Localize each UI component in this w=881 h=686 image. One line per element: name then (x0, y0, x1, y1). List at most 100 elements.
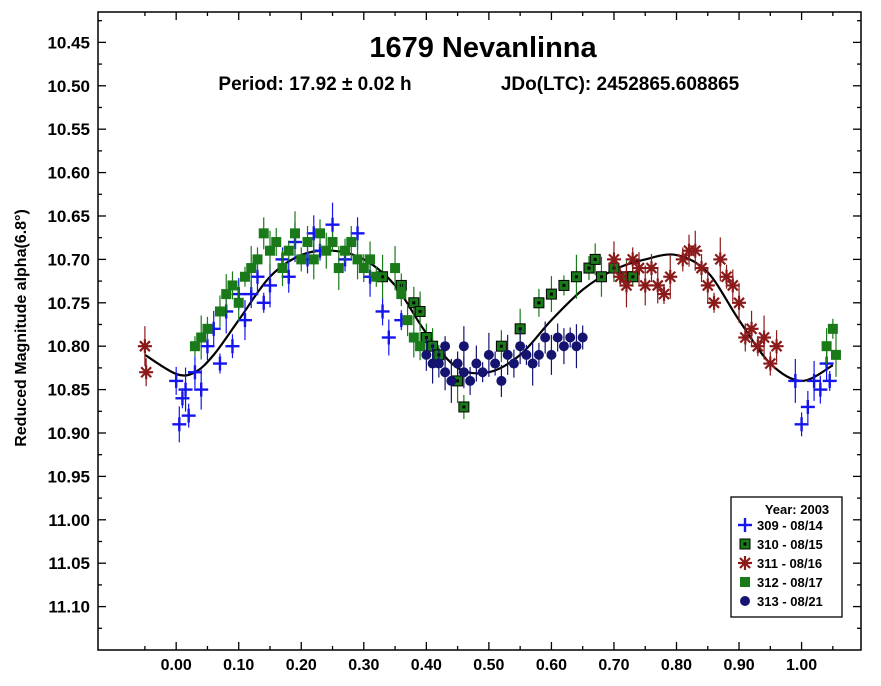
data-point (663, 269, 678, 284)
y-tick-label: 10.65 (47, 207, 90, 226)
y-tick-label: 10.85 (47, 381, 90, 400)
data-point (763, 356, 778, 371)
series-5 (421, 321, 588, 403)
data-point (283, 245, 294, 256)
data-point (589, 253, 601, 265)
data-point (194, 382, 209, 397)
data-point (340, 245, 351, 256)
y-tick-label: 10.70 (47, 250, 90, 269)
y-tick-label: 10.45 (47, 33, 90, 52)
data-point (452, 358, 463, 369)
x-tick-label: 0.90 (723, 657, 754, 674)
y-tick-label: 10.50 (47, 77, 90, 96)
data-point (271, 237, 282, 248)
data-point (732, 295, 747, 310)
data-point (421, 349, 432, 360)
chart-subtitle-epoch: JDo(LTC): 2452865.608865 (501, 74, 740, 95)
data-point (396, 289, 407, 300)
data-point (258, 228, 269, 239)
x-tick-label: 0.40 (411, 657, 442, 674)
data-point (571, 341, 582, 352)
data-point (212, 356, 227, 371)
data-point (558, 341, 569, 352)
data-point (688, 243, 703, 258)
data-point (250, 269, 265, 284)
data-point (308, 254, 319, 265)
data-point (694, 261, 709, 276)
legend-marker-2 (739, 538, 751, 550)
data-point (813, 382, 828, 397)
y-tick-label: 10.80 (47, 337, 90, 356)
data-point (546, 349, 557, 360)
data-point (508, 358, 519, 369)
y-tick-label: 11.00 (48, 511, 90, 530)
data-point (214, 306, 225, 317)
legend-label-3: 311 - 08/16 (757, 556, 822, 571)
x-tick-label: 0.10 (223, 657, 254, 674)
data-point (750, 339, 765, 354)
data-point (233, 297, 244, 308)
data-point (281, 269, 296, 284)
data-point (533, 297, 545, 309)
y-tick-label: 10.90 (47, 424, 90, 443)
data-point (606, 252, 621, 267)
data-point (558, 279, 570, 291)
data-point (540, 332, 551, 343)
data-point (465, 375, 476, 386)
data-point (227, 280, 238, 291)
data-point (381, 330, 396, 345)
data-point (644, 261, 659, 276)
y-tick-label: 10.55 (47, 120, 90, 139)
data-point (458, 367, 469, 378)
data-point (515, 341, 526, 352)
legend-marker-3 (738, 556, 752, 570)
legend-box (730, 496, 843, 618)
data-point (502, 349, 513, 360)
data-point (656, 287, 671, 302)
data-point (440, 367, 451, 378)
data-point (189, 341, 200, 352)
data-point (477, 367, 488, 378)
legend-marker-5 (740, 596, 750, 606)
data-point (496, 375, 507, 386)
data-point (807, 373, 822, 388)
data-point (757, 330, 772, 345)
data-point (533, 349, 544, 360)
data-point (744, 321, 759, 336)
data-point (402, 315, 413, 326)
data-point (738, 330, 753, 345)
data-point (830, 349, 841, 360)
legend-label-1: 309 - 08/14 (757, 518, 824, 533)
data-point (414, 305, 426, 317)
series-4 (189, 211, 841, 377)
x-tick-label: 0.80 (661, 657, 692, 674)
chart-subtitle-period: Period: 17.92 ± 0.02 h (218, 74, 411, 95)
data-point (256, 295, 271, 310)
data-point (794, 417, 809, 432)
data-point (302, 237, 313, 248)
data-point (650, 278, 665, 293)
x-tick-label: 0.00 (161, 657, 192, 674)
chart-title: 1679 Nevanlinna (369, 32, 597, 64)
data-point (707, 295, 722, 310)
data-point (352, 254, 363, 265)
data-point (627, 271, 639, 283)
y-tick-label: 11.10 (48, 598, 90, 617)
data-point (178, 382, 193, 397)
data-point (565, 332, 576, 343)
data-point (237, 313, 252, 328)
data-point (239, 271, 250, 282)
data-point (638, 278, 653, 293)
y-tick-label: 10.75 (47, 294, 90, 313)
data-point (719, 269, 734, 284)
data-point (769, 339, 784, 354)
data-point (521, 349, 532, 360)
series-3 (137, 230, 784, 387)
data-point (358, 263, 369, 274)
x-tick-label: 1.00 (786, 657, 817, 674)
data-point (800, 399, 815, 414)
data-point (327, 237, 338, 248)
data-point (187, 365, 202, 380)
data-point (490, 358, 501, 369)
